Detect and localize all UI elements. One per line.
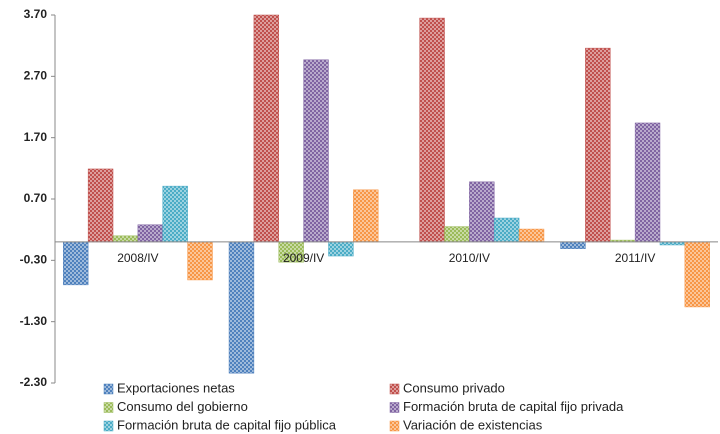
legend-label: Exportaciones netas — [117, 380, 235, 395]
bar — [353, 189, 379, 243]
bar — [253, 14, 280, 243]
y-tick-label: 2.70 — [24, 69, 48, 83]
x-tick-label: 2008/IV — [117, 251, 158, 265]
x-tick-label: 2009/IV — [283, 251, 324, 265]
legend-label: Consumo del gobierno — [117, 399, 248, 414]
x-tick-label: 2010/IV — [449, 251, 490, 265]
legend-swatch — [103, 420, 114, 432]
bar — [63, 241, 89, 286]
bar — [303, 59, 329, 243]
legend-swatch — [103, 402, 114, 413]
y-tick-label: -0.30 — [20, 253, 48, 267]
bar — [444, 226, 470, 243]
legend-swatch — [389, 383, 400, 395]
y-tick-label: -2.30 — [20, 375, 48, 389]
bar — [634, 122, 661, 243]
bar — [187, 241, 213, 281]
bar — [137, 224, 163, 243]
bar — [228, 241, 255, 374]
legend-swatch — [103, 383, 114, 395]
bar — [162, 185, 188, 243]
y-tick-label: 1.70 — [24, 130, 48, 144]
y-tick-label: -1.30 — [20, 314, 48, 328]
bar — [518, 228, 545, 243]
bar — [419, 17, 445, 243]
bar — [585, 47, 611, 243]
legend-swatch — [389, 420, 400, 432]
x-tick-label: 2011/IV — [615, 251, 655, 265]
bar — [328, 241, 354, 257]
bar — [493, 217, 520, 243]
bar — [87, 168, 114, 243]
bar — [469, 181, 495, 243]
legend-label: Formación bruta de capital fijo pública — [117, 417, 337, 432]
y-tick-label: 3.70 — [24, 7, 48, 21]
bar — [684, 241, 710, 308]
legend-label: Variación de existencias — [403, 417, 543, 432]
bar — [112, 235, 139, 243]
legend-label: Consumo privado — [403, 380, 505, 395]
legend-swatch — [389, 402, 400, 413]
y-tick-label: 0.70 — [24, 191, 48, 205]
bar — [560, 241, 586, 249]
legend-label: Formación bruta de capital fijo privada — [403, 399, 624, 414]
